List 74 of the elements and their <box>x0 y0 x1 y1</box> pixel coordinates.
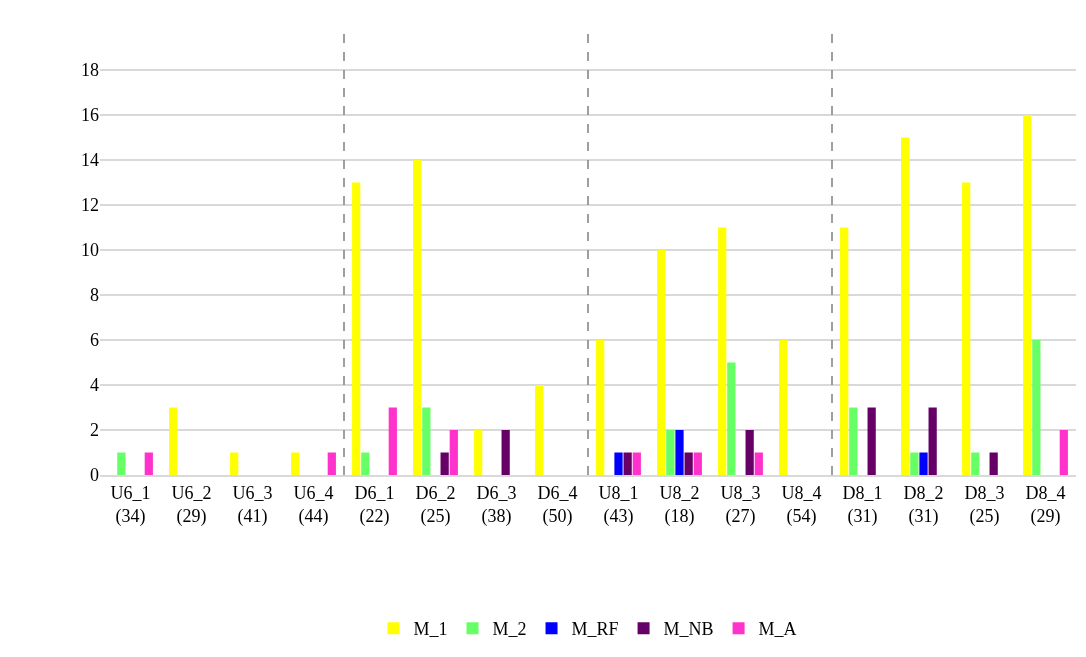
y-tick-label: 6 <box>90 330 99 351</box>
y-tick-label: 2 <box>90 420 99 441</box>
bar <box>449 430 458 475</box>
x-tick-label: D6_2 (25) <box>415 482 456 527</box>
bar <box>718 227 727 475</box>
bar <box>754 452 763 475</box>
bar <box>962 182 971 475</box>
legend-label: M_RF <box>571 619 619 640</box>
bar <box>361 452 370 475</box>
bar <box>745 430 754 475</box>
bar <box>1023 115 1032 475</box>
legend-label: M_1 <box>413 619 448 640</box>
bar <box>117 452 126 475</box>
x-tick-label: D8_2 (31) <box>903 482 944 527</box>
bar <box>230 452 239 475</box>
x-tick-label: U6_1 (34) <box>110 482 151 527</box>
bar <box>779 340 788 475</box>
bar <box>1032 340 1041 475</box>
bar <box>169 407 178 475</box>
legend-label: M_2 <box>492 619 527 640</box>
x-tick-label: U8_3 (27) <box>720 482 761 527</box>
y-tick-label: 0 <box>90 465 99 486</box>
y-tick-label: 14 <box>81 150 99 171</box>
legend-label: M_A <box>758 619 797 640</box>
x-tick-label: U6_4 (44) <box>293 482 334 527</box>
y-tick-label: 12 <box>81 195 99 216</box>
y-tick-label: 10 <box>81 240 99 261</box>
x-tick-label: D6_3 (38) <box>476 482 517 527</box>
y-tick-label: 18 <box>81 60 99 81</box>
bar <box>727 362 736 475</box>
bar <box>684 452 693 475</box>
bar <box>614 452 623 475</box>
bar <box>666 430 675 475</box>
bar <box>1059 430 1068 475</box>
x-tick-label: U8_2 (18) <box>659 482 700 527</box>
bar <box>867 407 876 475</box>
bar <box>352 182 361 475</box>
y-tick-label: 8 <box>90 285 99 306</box>
y-tick-label: 4 <box>90 375 99 396</box>
bar <box>657 250 666 475</box>
bar <box>596 340 605 475</box>
bar <box>501 430 510 475</box>
bar <box>849 407 858 475</box>
bar <box>971 452 980 475</box>
x-tick-label: U8_1 (43) <box>598 482 639 527</box>
x-tick-label: D8_1 (31) <box>842 482 883 527</box>
y-tick-label: 16 <box>81 105 99 126</box>
bar <box>535 385 544 475</box>
bar <box>675 430 684 475</box>
bar <box>901 137 910 475</box>
bar <box>919 452 928 475</box>
bar <box>422 407 431 475</box>
x-tick-label: U8_4 (54) <box>781 482 822 527</box>
bar <box>440 452 449 475</box>
bar <box>693 452 702 475</box>
x-tick-label: D6_4 (50) <box>537 482 578 527</box>
x-tick-label: D6_1 (22) <box>354 482 395 527</box>
bar <box>632 452 641 475</box>
x-tick-label: D8_3 (25) <box>964 482 1005 527</box>
bar <box>840 227 849 475</box>
bar <box>144 452 153 475</box>
x-tick-label: D8_4 (29) <box>1025 482 1066 527</box>
bar <box>989 452 998 475</box>
bar <box>623 452 632 475</box>
bar <box>413 160 422 475</box>
x-tick-label: U6_3 (41) <box>232 482 273 527</box>
legend-label: M_NB <box>663 619 714 640</box>
bar <box>291 452 300 475</box>
bar <box>474 430 483 475</box>
bar <box>327 452 336 475</box>
bar <box>388 407 397 475</box>
x-tick-label: U6_2 (29) <box>171 482 212 527</box>
bar <box>928 407 937 475</box>
bar <box>910 452 919 475</box>
